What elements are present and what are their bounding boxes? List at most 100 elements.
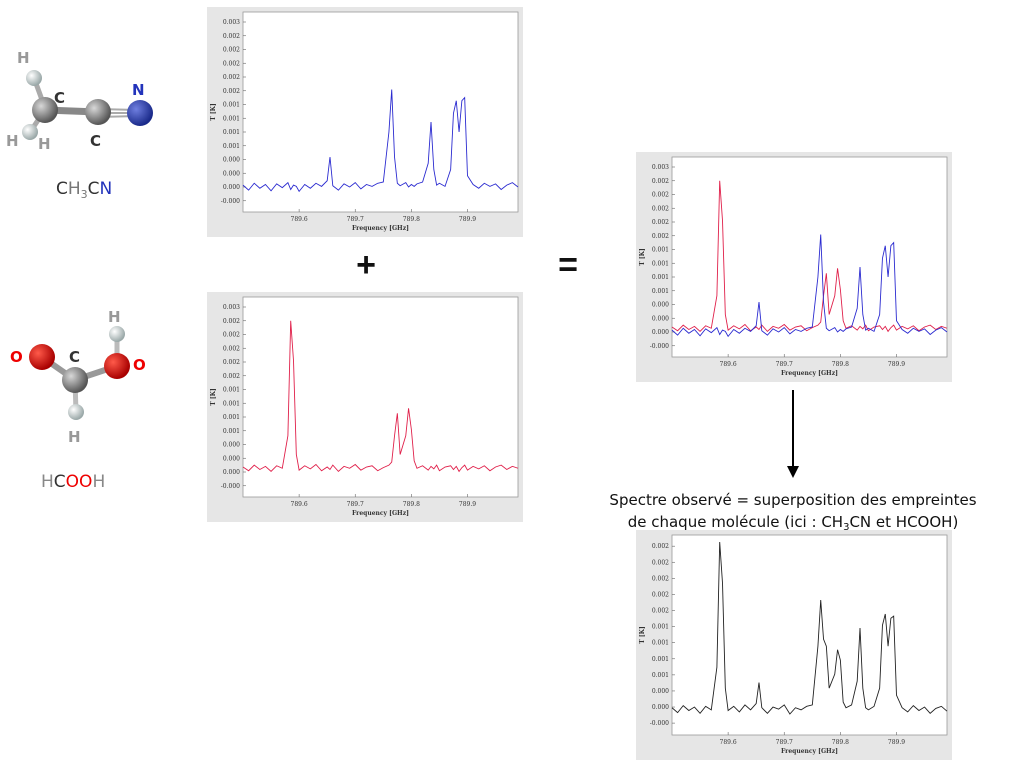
y-tick-label: 0.001 bbox=[652, 247, 669, 254]
y-tick-label: 0.000 bbox=[652, 688, 669, 695]
chart: -0.000 0.000 0.000 0.000 0.001 0.001 0.001 0.00… bbox=[207, 7, 523, 237]
y-tick-label: 0.000 bbox=[652, 315, 669, 322]
y-tick-label: 0.000 bbox=[223, 184, 240, 191]
atom-label: C bbox=[69, 348, 80, 366]
y-tick-label: 0.001 bbox=[652, 640, 669, 647]
y-tick-label: 0.002 bbox=[223, 88, 240, 95]
y-tick-label: 0.002 bbox=[652, 233, 669, 240]
atom-ball bbox=[68, 404, 84, 420]
y-tick-label: 0.000 bbox=[652, 329, 669, 336]
y-tick-label: 0.002 bbox=[223, 359, 240, 366]
y-tick-label: 0.002 bbox=[223, 60, 240, 67]
y-tick-label: 0.002 bbox=[652, 192, 669, 199]
spectrum-line bbox=[242, 320, 519, 473]
y-tick-label: 0.002 bbox=[652, 205, 669, 212]
x-tick-label: 789.6 bbox=[291, 216, 308, 223]
x-tick-label: 789.6 bbox=[720, 739, 737, 746]
x-tick-label: 789.9 bbox=[888, 361, 905, 368]
atom-ball bbox=[62, 367, 88, 393]
x-tick-label: 789.6 bbox=[720, 361, 737, 368]
x-tick-label: 789.8 bbox=[403, 501, 420, 508]
molecule-hcooh: H O C O H HCOOH bbox=[10, 308, 146, 492]
atom-label: C bbox=[54, 89, 65, 107]
y-tick-label: 0.002 bbox=[223, 332, 240, 339]
chart: -0.000 0.000 0.000 0.000 0.001 0.001 0.001 0.00… bbox=[636, 152, 952, 382]
x-tick-label: 789.9 bbox=[459, 216, 476, 223]
atom-label: N bbox=[132, 81, 145, 99]
y-tick-label: 0.001 bbox=[652, 624, 669, 631]
atom-label: H bbox=[108, 308, 121, 326]
y-tick-label: 0.000 bbox=[223, 469, 240, 476]
y-tick-label: 0.000 bbox=[652, 302, 669, 309]
y-tick-label: 0.003 bbox=[223, 304, 240, 311]
atom-ball bbox=[32, 97, 58, 123]
y-axis-label: T [K] bbox=[210, 103, 217, 121]
y-tick-label: -0.000 bbox=[650, 720, 669, 727]
chart: -0.000 0.000 0.000 0.000 0.001 0.001 0.001 0.00… bbox=[207, 292, 523, 522]
y-tick-label: 0.002 bbox=[652, 575, 669, 582]
y-tick-label: 0.002 bbox=[652, 608, 669, 615]
y-tick-label: 0.002 bbox=[652, 543, 669, 550]
y-axis-label: T [K] bbox=[639, 626, 646, 644]
atom-label: H bbox=[38, 135, 51, 153]
x-tick-label: 789.8 bbox=[832, 361, 849, 368]
y-tick-label: -0.000 bbox=[221, 198, 240, 205]
spectrum-line bbox=[671, 180, 948, 333]
atom-label: H bbox=[17, 49, 30, 67]
y-tick-label: 0.003 bbox=[652, 164, 669, 171]
atom-label: O bbox=[10, 348, 23, 366]
atom-ball bbox=[104, 353, 130, 379]
x-tick-label: 789.7 bbox=[347, 501, 364, 508]
spectrum-line bbox=[671, 541, 948, 715]
atom-ball bbox=[26, 70, 42, 86]
y-tick-label: 0.001 bbox=[223, 143, 240, 150]
y-tick-label: 0.002 bbox=[223, 47, 240, 54]
formula-part: N bbox=[100, 179, 113, 199]
formula-part: H bbox=[92, 472, 105, 492]
x-axis-label: Frequency [GHz] bbox=[352, 510, 409, 517]
formula-part: C bbox=[54, 472, 66, 492]
y-tick-label: 0.002 bbox=[223, 345, 240, 352]
atom-ball bbox=[109, 326, 125, 342]
chart: -0.000 0.000 0.000 0.001 0.001 0.001 0.001 0.00… bbox=[636, 530, 952, 760]
caption-part: 3 bbox=[843, 522, 849, 533]
x-tick-label: 789.8 bbox=[832, 739, 849, 746]
y-tick-label: 0.001 bbox=[652, 274, 669, 281]
caption-line: Spectre observé = superposition des empr… bbox=[609, 491, 976, 509]
atom-label: H bbox=[68, 428, 81, 446]
y-tick-label: 0.002 bbox=[652, 591, 669, 598]
x-tick-label: 789.7 bbox=[776, 361, 793, 368]
atom-ball bbox=[85, 99, 111, 125]
x-tick-label: 789.8 bbox=[403, 216, 420, 223]
y-axis-label: T [K] bbox=[210, 388, 217, 406]
formula-part: OO bbox=[66, 472, 93, 492]
x-tick-label: 789.7 bbox=[347, 216, 364, 223]
atom-ball bbox=[22, 124, 38, 140]
y-tick-label: 0.000 bbox=[223, 442, 240, 449]
formula-part: H bbox=[68, 179, 81, 199]
y-axis-label: T [K] bbox=[639, 248, 646, 266]
x-tick-label: 789.7 bbox=[776, 739, 793, 746]
y-tick-label: 0.002 bbox=[223, 74, 240, 81]
y-tick-label: 0.000 bbox=[652, 704, 669, 711]
y-tick-label: 0.000 bbox=[223, 157, 240, 164]
formula-part: C bbox=[56, 179, 68, 199]
plus-sign: + bbox=[356, 246, 376, 284]
y-tick-label: 0.001 bbox=[652, 288, 669, 295]
x-axis-label: Frequency [GHz] bbox=[781, 370, 838, 377]
y-tick-label: 0.001 bbox=[223, 414, 240, 421]
atom-ball bbox=[29, 344, 55, 370]
arrow-head bbox=[787, 466, 799, 478]
y-tick-label: 0.000 bbox=[223, 170, 240, 177]
y-tick-label: 0.001 bbox=[652, 260, 669, 267]
y-tick-label: 0.002 bbox=[223, 33, 240, 40]
y-tick-label: 0.003 bbox=[223, 19, 240, 26]
y-tick-label: 0.001 bbox=[223, 428, 240, 435]
formula-part: C bbox=[88, 179, 100, 199]
plot-area bbox=[671, 156, 948, 358]
y-tick-label: 0.002 bbox=[652, 559, 669, 566]
y-tick-label: 0.001 bbox=[223, 387, 240, 394]
formula-part: H bbox=[41, 472, 54, 492]
